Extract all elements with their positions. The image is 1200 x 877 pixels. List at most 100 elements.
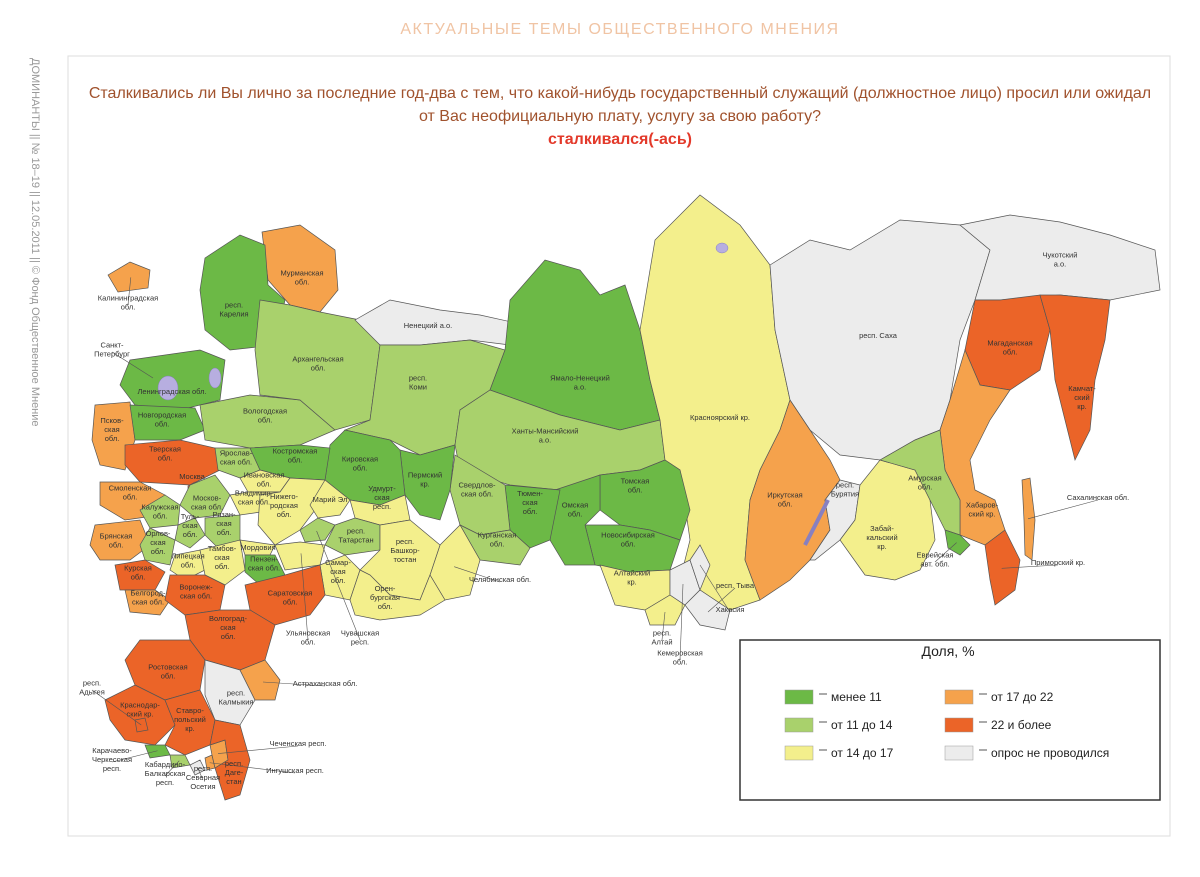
region-label-line: стан [226, 777, 241, 786]
region-label: Курская обл. [124, 564, 152, 582]
region-label: Карачаево-Черкесская респ. [92, 746, 132, 773]
legend-swatch [944, 717, 974, 733]
region-label: Кабардино-Балкарская респ. [145, 760, 186, 787]
frame [67, 55, 1171, 837]
region-label-line: польский [174, 715, 206, 724]
region-label-line: обл. [158, 454, 173, 463]
region-label-line: Красноярский кр. [690, 413, 750, 422]
lake [803, 499, 830, 546]
region-label: Иркутская обл. [767, 491, 802, 509]
region-label-line: Курская [124, 564, 152, 573]
region-label: Туль-ская обл. [181, 512, 200, 539]
region [984, 529, 1021, 606]
region-label-line: обл. [490, 540, 505, 549]
region-label-line: ская [182, 521, 197, 530]
region-label-line: Ингушская респ. [266, 766, 324, 775]
region-label: Ханты-Мансийский а.о. [512, 427, 579, 445]
region-label-line: обл. [283, 598, 298, 607]
region-label-line: Карелия [219, 310, 248, 319]
region-label: Забай-кальский кр. [866, 524, 897, 551]
region-label-line: кр. [1077, 402, 1087, 411]
region-label: Челябинская обл. [469, 575, 531, 584]
legend-swatch [784, 689, 814, 705]
region-label-line: Кемеровская [657, 649, 703, 658]
region-label-line: Хабаров- [966, 501, 999, 510]
region-label-line: обл. [257, 480, 272, 489]
region-label-line: Бурятия [831, 490, 859, 499]
region-label: Волгоград-ская обл. [209, 614, 248, 641]
region-label-line: ская обл. [180, 592, 212, 601]
region-label-line: Ростовская [148, 663, 187, 672]
region-label-line: кр. [627, 578, 637, 587]
region-label: респ. Коми [409, 374, 427, 392]
region-label-line: кр. [185, 724, 195, 733]
region-label-line: Приморский кр. [1031, 558, 1085, 567]
region [107, 261, 151, 293]
region-label-line: обл. [778, 500, 793, 509]
region-label: Удмурт-ская респ. [368, 484, 396, 511]
region-label-line: Вологодская [243, 407, 287, 416]
region [309, 479, 351, 519]
region-label-line: Тюмен- [517, 489, 543, 498]
region-label-line: Ненецкий а.о. [404, 321, 452, 330]
region-label-line: обл. [568, 510, 583, 519]
region [114, 559, 166, 591]
region-label: Москва [179, 472, 205, 481]
region [599, 459, 691, 541]
region-label: респ. Северная Осетия [186, 764, 220, 791]
region-label-line: Омская [562, 501, 588, 510]
region-label-line: Кировская [342, 455, 378, 464]
region-label: Томская обл. [621, 477, 650, 495]
leader-line [164, 760, 180, 777]
map [89, 194, 1161, 801]
region-label: Костромская обл. [273, 447, 318, 465]
region-label-line: Самар- [325, 558, 351, 567]
region-label-line: авт. обл. [920, 560, 949, 569]
region-label-line: Черкесская [92, 755, 132, 764]
region-label: Омская обл. [562, 501, 588, 519]
region-label-line: обл. [105, 434, 120, 443]
region-label: Ямало-Ненецкий а.о. [550, 374, 610, 392]
region-label-line: Татарстан [338, 536, 373, 545]
region [209, 719, 251, 801]
region-label-line: Тверская [149, 445, 181, 454]
leader-line [934, 542, 957, 563]
region-label: Москов-ская обл. [191, 494, 223, 512]
region-label-line: бургская [370, 593, 400, 602]
region-label: Сахалинская обл. [1067, 493, 1129, 502]
region-label-line: Орен- [375, 584, 396, 593]
region-label: Магаданская обл. [987, 339, 1032, 357]
region-label: Ненецкий а.о. [404, 321, 452, 330]
region-label-line: Мурманская [280, 269, 323, 278]
region-label: Краснодар-ский кр. [120, 701, 160, 719]
region-label: Калужская обл. [141, 503, 178, 521]
region-label-line: респ. [156, 778, 174, 787]
region-label-line: Чувашская [341, 629, 379, 638]
legend-label: менее 11 [831, 690, 882, 704]
region-label: Рязан-ская обл. [212, 510, 236, 537]
region-label: Хабаров-ский кр. [966, 501, 999, 519]
region [239, 659, 281, 701]
region-label-line: Петербург [94, 350, 130, 359]
region-label: Тамбов-ская обл. [208, 544, 237, 571]
region [164, 689, 216, 756]
region-label-line: Марий Эл [313, 495, 348, 504]
leader-line [454, 566, 501, 583]
region [299, 517, 336, 543]
region-label-line: респ. [225, 301, 243, 310]
region [139, 494, 181, 529]
region-label: Санкт-Петербург [94, 341, 130, 359]
region-label-line: родская [270, 501, 298, 510]
region-label-line: Астраханская обл. [293, 679, 358, 688]
region-label-line: Даге- [225, 768, 244, 777]
region-label-line: Забай- [870, 524, 894, 533]
region-label: респ. Бурятия [831, 481, 859, 499]
region-label-line: Томская [621, 477, 650, 486]
region-label: Тверская обл. [149, 445, 181, 463]
region-label-line: обл. [628, 486, 643, 495]
region [689, 544, 711, 592]
region-label-line: ская обл. [238, 498, 270, 507]
region-label: респ. Тыва [716, 581, 755, 590]
region-label-line: Адыгея [79, 688, 105, 697]
region-label: Пермский кр. [408, 471, 442, 489]
